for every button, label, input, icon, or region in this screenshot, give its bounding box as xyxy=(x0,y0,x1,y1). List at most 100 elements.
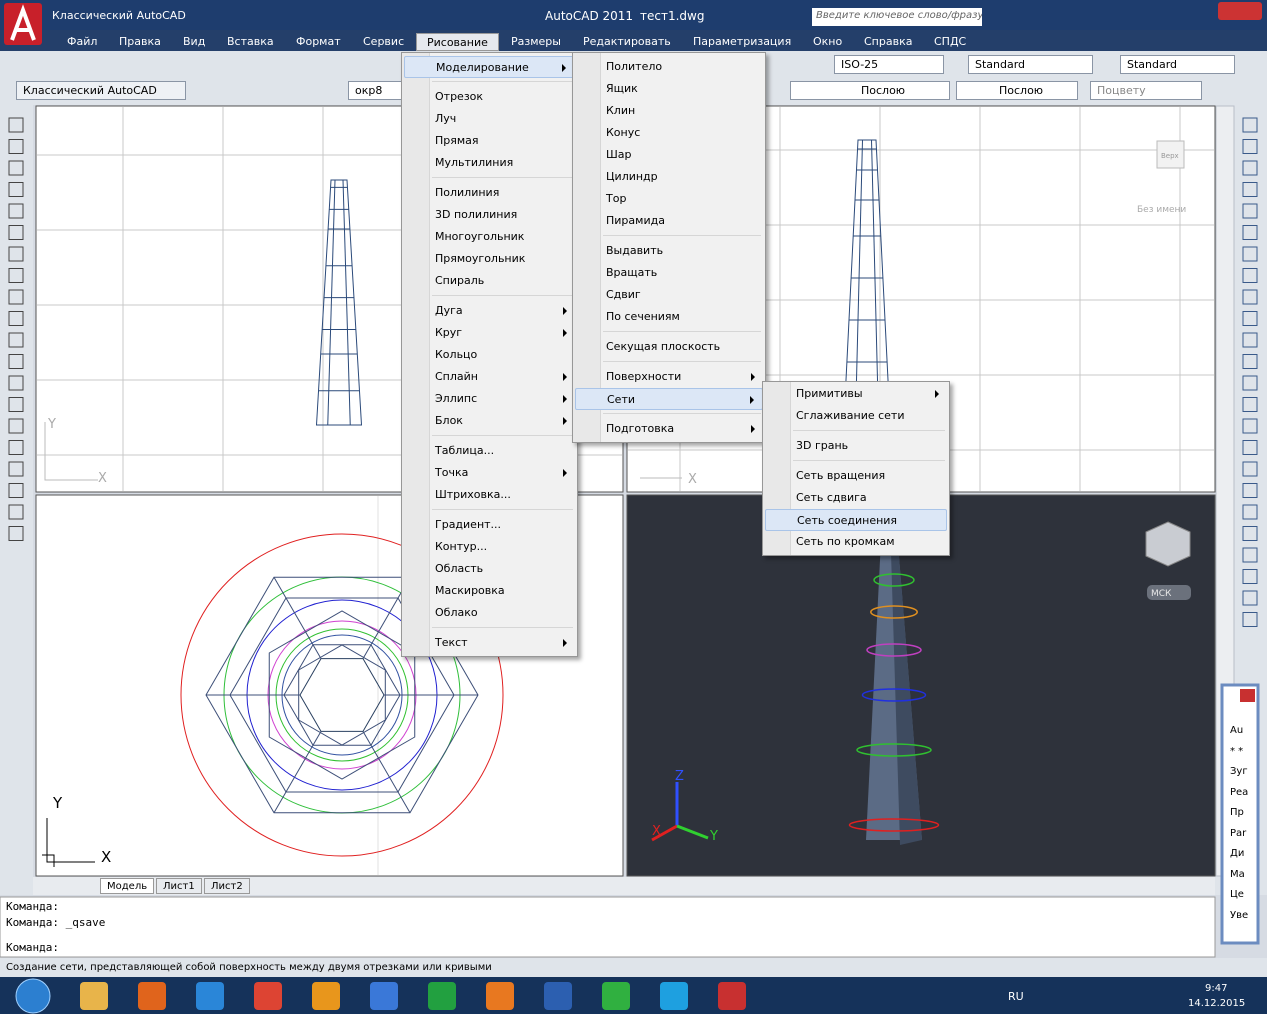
menu-item[interactable]: Контур... xyxy=(404,536,575,558)
tab-bar xyxy=(33,877,1215,895)
menu-label: Мультилиния xyxy=(435,156,514,169)
combo[interactable]: Классический AutoCAD xyxy=(16,81,186,100)
palette-text: Зуг xyxy=(1230,766,1248,777)
menu-item[interactable]: Сеть вращения xyxy=(765,465,947,487)
menu-item[interactable]: По сечениям xyxy=(575,306,763,328)
menu-item[interactable]: Политело xyxy=(575,56,763,78)
menu-item[interactable]: Кольцо xyxy=(404,344,575,366)
menu-item[interactable]: Блок xyxy=(404,410,575,432)
menu-item[interactable]: Сеть соединения xyxy=(765,509,947,531)
menu-item[interactable]: Моделирование xyxy=(404,56,575,78)
submenu-arrow xyxy=(935,390,939,398)
combo[interactable]: Поцвету xyxy=(1090,81,1202,100)
menu-item[interactable]: Область xyxy=(404,558,575,580)
menu-item[interactable]: Вид xyxy=(183,35,206,48)
menu-item[interactable]: Круг xyxy=(404,322,575,344)
tool-icon xyxy=(1242,547,1258,563)
menu-item[interactable]: Редактировать xyxy=(583,35,671,48)
menu-item[interactable]: Облако xyxy=(404,602,575,624)
spoke xyxy=(362,731,411,814)
menu-item[interactable]: Прямая xyxy=(404,130,575,152)
menu-item[interactable]: Эллипс xyxy=(404,388,575,410)
submenu-arrow xyxy=(563,639,567,647)
combo[interactable]: Послою xyxy=(790,81,950,100)
menu-item[interactable]: Спираль xyxy=(404,270,575,292)
taskbar-icon xyxy=(80,982,108,1010)
menu-item[interactable]: Клин xyxy=(575,100,763,122)
menu-item[interactable]: 3D грань xyxy=(765,435,947,457)
menu-item[interactable]: Полилиния xyxy=(404,182,575,204)
menu-label: Луч xyxy=(435,112,457,125)
menu-item[interactable]: Сети xyxy=(575,388,763,410)
menu-item[interactable]: Файл xyxy=(67,35,98,48)
combo[interactable]: ISO-25 xyxy=(834,55,944,74)
layout-tab[interactable]: Лист1 xyxy=(156,878,202,894)
command-prompt[interactable]: Команда: xyxy=(6,941,59,954)
menu-item[interactable]: Размеры xyxy=(511,35,561,48)
separator xyxy=(432,435,573,436)
menu-label: Маскировка xyxy=(435,584,505,597)
menu-item[interactable]: Сплайн xyxy=(404,366,575,388)
menu-item[interactable]: Вращать xyxy=(575,262,763,284)
menu-item[interactable]: Штриховка... xyxy=(404,484,575,506)
combo[interactable]: Standard xyxy=(1120,55,1235,74)
command-area xyxy=(0,896,1216,958)
tool-icon xyxy=(1242,268,1258,283)
menu-item[interactable]: Справка xyxy=(864,35,913,48)
menu-item[interactable]: Окно xyxy=(813,35,843,48)
menu-item[interactable]: Многоугольник xyxy=(404,226,575,248)
layout-tab[interactable]: Модель xyxy=(100,878,155,894)
menu-item[interactable]: Сглаживание сети xyxy=(765,405,947,427)
menu-item[interactable]: Ящик xyxy=(575,78,763,100)
menu-item[interactable]: Подготовка xyxy=(575,418,763,440)
menu-item[interactable]: Параметризация xyxy=(693,35,792,48)
status-bar xyxy=(0,958,1267,977)
menu-item[interactable]: Сдвиг xyxy=(575,284,763,306)
menu-item[interactable]: Текст xyxy=(404,632,575,654)
menu-item[interactable]: Пирамида xyxy=(575,210,763,232)
menu-item[interactable]: Шар xyxy=(575,144,763,166)
tool-icon xyxy=(8,375,24,391)
menu-item[interactable]: Градиент... xyxy=(404,514,575,536)
tool-icon xyxy=(1242,590,1258,606)
combo[interactable]: Послою xyxy=(956,81,1078,100)
menu-label: Кольцо xyxy=(435,348,478,361)
menu-item[interactable]: Выдавить xyxy=(575,240,763,262)
tool-icon xyxy=(8,418,24,434)
palette-text: Пр xyxy=(1230,807,1244,818)
menu-item[interactable]: Примитивы xyxy=(765,383,947,405)
layout-tab[interactable]: Лист2 xyxy=(204,878,250,894)
menu-item[interactable]: Сервис xyxy=(363,35,405,48)
menu-item[interactable]: Сеть по кромкам xyxy=(765,531,947,553)
menu-item[interactable]: Тор xyxy=(575,188,763,210)
menu-item[interactable]: Поверхности xyxy=(575,366,763,388)
separator xyxy=(793,430,945,431)
combo[interactable]: окр8 xyxy=(348,81,408,100)
menu-item[interactable]: Точка xyxy=(404,462,575,484)
tool-icon xyxy=(8,504,24,520)
menu-item[interactable]: Рисование xyxy=(416,33,499,51)
palette-text: Реа xyxy=(1230,786,1249,798)
menu-item[interactable]: Секущая плоскость xyxy=(575,336,763,358)
menu-item[interactable]: 3D полилиния xyxy=(404,204,575,226)
menu-item[interactable]: Таблица... xyxy=(404,440,575,462)
menu-item[interactable]: Отрезок xyxy=(404,86,575,108)
palette-text: Це xyxy=(1230,889,1244,900)
separator xyxy=(432,627,573,628)
menu-item[interactable]: Конус xyxy=(575,122,763,144)
menu-item[interactable]: СПДС xyxy=(934,35,967,48)
menu-item[interactable]: Маскировка xyxy=(404,580,575,602)
menu-item[interactable]: Цилиндр xyxy=(575,166,763,188)
menu-item[interactable]: Формат xyxy=(296,35,341,48)
menu-item[interactable]: Прямоугольник xyxy=(404,248,575,270)
menu-item[interactable]: Правка xyxy=(119,35,161,48)
clock-date: 14.12.2015 xyxy=(1188,998,1246,1009)
menu-item[interactable]: Дуга xyxy=(404,300,575,322)
menu-item[interactable]: Вставка xyxy=(227,35,274,48)
menu-item[interactable]: Сеть сдвига xyxy=(765,487,947,509)
search-box[interactable]: Введите ключевое слово/фразу xyxy=(812,8,982,26)
menu-item[interactable]: Луч xyxy=(404,108,575,130)
close-button[interactable] xyxy=(1218,2,1262,20)
combo[interactable]: Standard xyxy=(968,55,1093,74)
menu-item[interactable]: Мультилиния xyxy=(404,152,575,174)
